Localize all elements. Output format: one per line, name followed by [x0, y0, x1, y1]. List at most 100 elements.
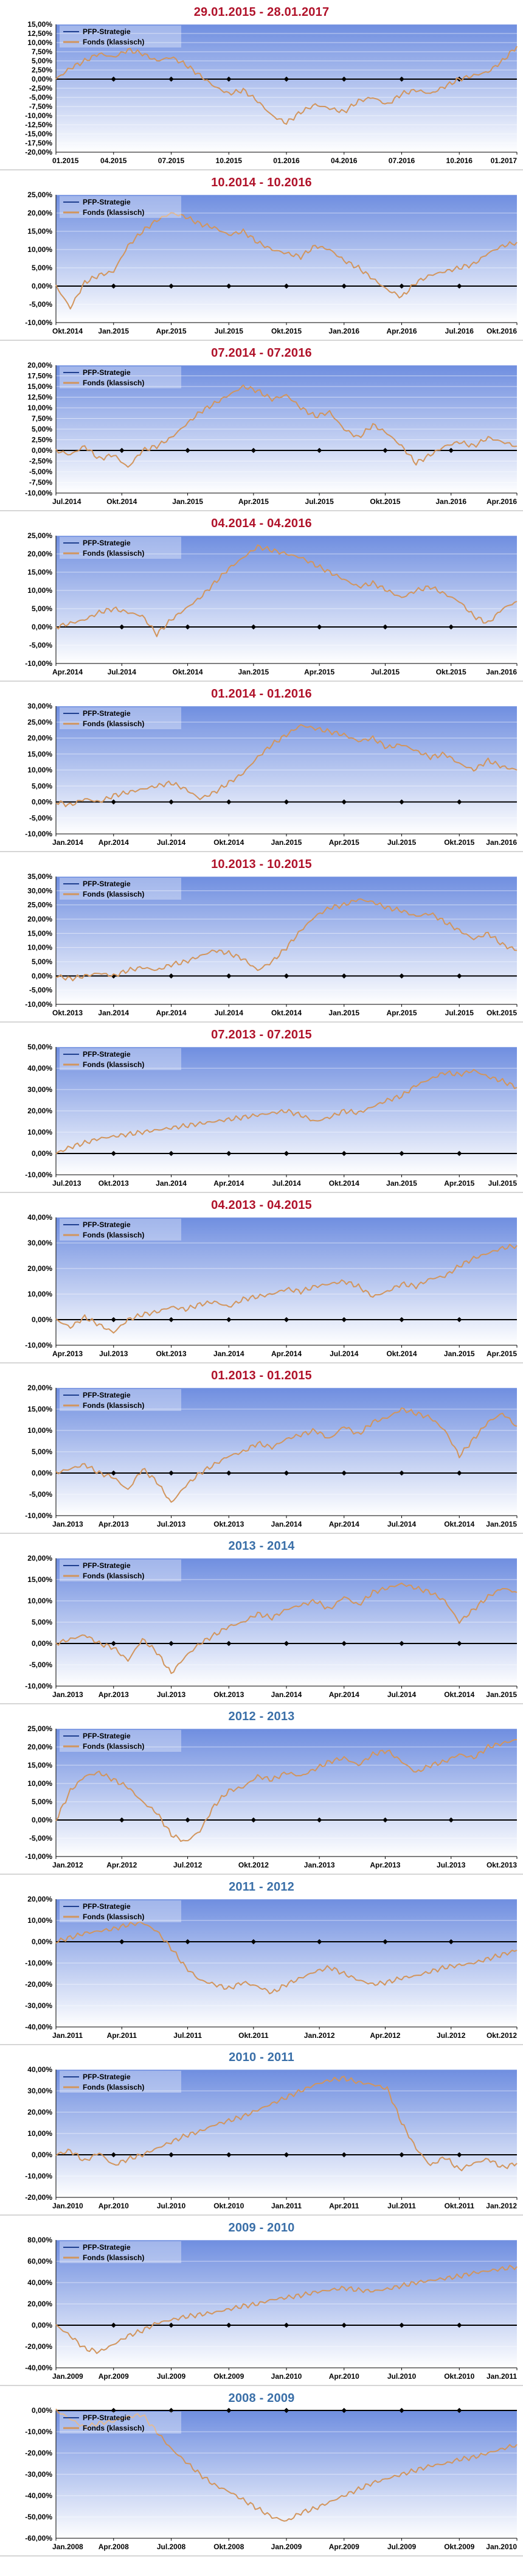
y-tick-label: -10,00%	[25, 659, 52, 668]
legend-label-pfp: PFP-Strategie	[83, 880, 131, 888]
pfp-marker	[457, 973, 462, 979]
series-line-fonds	[55, 1582, 518, 1675]
pfp-marker	[283, 1640, 289, 1647]
x-tick-label: Apr.2015	[386, 1009, 417, 1017]
pfp-marker	[283, 1150, 289, 1157]
y-tick-label: 20,00%	[27, 915, 52, 923]
pfp-marker	[111, 283, 116, 289]
x-tick-label: Apr.2011	[107, 2031, 137, 2040]
x-tick-label: Jan.2015	[486, 1690, 517, 1699]
x-tick-label: Jul.2014	[387, 1690, 417, 1699]
pfp-marker	[226, 283, 232, 289]
chart-title: 2012 - 2013	[228, 1710, 295, 1723]
x-tick-label: Jan.2015	[386, 1179, 417, 1188]
pfp-marker	[168, 799, 174, 805]
pfp-marker	[226, 1470, 232, 1476]
pfp-marker	[283, 973, 289, 979]
y-tick-label: 10,00%	[27, 1290, 52, 1298]
legend-label-fonds: Fonds (klassisch)	[83, 1913, 144, 1921]
x-tick-label: Apr.2016	[386, 327, 417, 335]
series-line-fonds	[55, 1407, 518, 1503]
y-tick-label: -40,00%	[25, 2023, 52, 2031]
y-tick-label: 30,00%	[27, 886, 52, 895]
x-tick-label: Jan.2012	[486, 2202, 517, 2210]
y-tick-label: 0,00%	[32, 798, 52, 807]
chart-9: 01.2013 - 01.2015 20,00% 15,00% 10,00% 5,00%…	[0, 1363, 523, 1534]
y-tick-label: 35,00%	[27, 872, 52, 881]
x-tick-label: Jul.2015	[488, 1179, 518, 1188]
x-tick-label: Okt.2011	[238, 2031, 269, 2040]
y-tick-label: -10,00%	[25, 1000, 52, 1009]
x-tick-label: Jul.2016	[445, 327, 474, 335]
y-tick-label: 20,00%	[27, 734, 52, 743]
x-tick-label: Apr.2015	[156, 327, 186, 335]
x-tick-label: Apr.2013	[370, 1861, 400, 1869]
x-tick-label: Apr.2013	[52, 1349, 83, 1358]
x-tick-label: Okt.2013	[52, 1009, 83, 1017]
x-tick-label: Apr.2014	[156, 1009, 186, 1017]
chart-plot: 20,00% 17,50% 15,00% 12,50% 10,00% 7,50% 5,00%…	[25, 361, 518, 506]
pfp-marker	[251, 447, 257, 453]
x-tick-label: Jan.2016	[435, 497, 466, 506]
x-tick-label: Jan.2014	[271, 1520, 302, 1528]
y-tick-label: 0,00%	[32, 446, 52, 455]
y-tick-label: 12,50%	[27, 29, 52, 38]
x-tick-label: Jan.2015	[328, 1009, 359, 1017]
chart-6: 10.2013 - 10.2015 35,00% 30,00% 25,00% 20,00…	[0, 852, 523, 1023]
legend-label-pfp: PFP-Strategie	[83, 709, 131, 718]
x-tick-label: Okt.2011	[445, 2202, 475, 2210]
chart-7: 07.2013 - 07.2015 50,00% 40,00% 30,00% 20,00…	[0, 1023, 523, 1193]
y-tick-label: -5,00%	[29, 1490, 52, 1499]
x-tick-label: Apr.2016	[487, 497, 517, 506]
x-tick-label: Okt.2014	[386, 1349, 417, 1358]
pfp-marker	[168, 973, 174, 979]
pfp-marker	[168, 1150, 174, 1157]
x-tick-label: Jul.2014	[157, 838, 186, 847]
x-tick-label: Jan.2014	[213, 1349, 244, 1358]
x-tick-label: Apr.2015	[329, 838, 359, 847]
legend-label-fonds: Fonds (klassisch)	[83, 2253, 144, 2262]
x-tick-label: Apr.2013	[99, 1690, 129, 1699]
y-tick-label: 0,00%	[32, 1149, 52, 1158]
chart-plot: 80,00% 60,00% 40,00% 20,00% 0,00% -20,00% -40,…	[25, 2236, 518, 2381]
series-line-fonds	[55, 2264, 518, 2354]
chart-1: 29.01.2015 - 28.01.2017 15,00% 12,50% 10,00…	[0, 0, 523, 170]
x-tick-label: Okt.2015	[271, 327, 302, 335]
y-tick-label: -60,00%	[25, 2534, 52, 2543]
x-tick-label: Jul.2015	[445, 1009, 474, 1017]
pfp-marker	[168, 2152, 174, 2158]
y-tick-label: 2,50%	[32, 66, 52, 74]
y-tick-label: -30,00%	[25, 2001, 52, 2010]
chart-title: 2010 - 2011	[229, 2051, 294, 2064]
x-tick-label: Jan.2013	[304, 1861, 335, 1869]
chart-plot: 25,00% 20,00% 15,00% 10,00% 5,00% 0,00% -5,00%…	[25, 1724, 518, 1869]
pfp-marker	[283, 799, 289, 805]
legend-label-fonds: Fonds (klassisch)	[83, 1231, 144, 1239]
y-tick-label: 7,50%	[32, 415, 52, 423]
y-tick-label: 10,00%	[27, 245, 52, 254]
y-tick-label: 15,00%	[27, 750, 52, 758]
x-tick-label: Jul.2013	[157, 1690, 186, 1699]
y-tick-label: 20,00%	[27, 361, 52, 369]
series-line-fonds	[55, 1921, 518, 1995]
pfp-marker	[168, 283, 174, 289]
y-tick-label: 5,00%	[32, 782, 52, 790]
chart-2: 10.2014 - 10.2016 25,00% 20,00% 15,00% 10,00…	[0, 170, 523, 341]
y-tick-label: -20,00%	[25, 1980, 52, 1989]
chart-plot: 20,00% 10,00% 0,00% -10,00% -20,00% -30,00% -4…	[25, 1895, 518, 2040]
legend-label-fonds: Fonds (klassisch)	[83, 2424, 144, 2432]
x-tick-label: Okt.2014	[444, 1690, 474, 1699]
legend	[60, 1219, 181, 1241]
y-tick-label: 25,00%	[27, 718, 52, 726]
chart-title: 2011 - 2012	[229, 1880, 294, 1894]
legend	[60, 2071, 181, 2093]
legend	[60, 1048, 181, 1070]
x-tick-label: 10.2016	[446, 156, 473, 165]
pfp-marker	[226, 1640, 232, 1647]
y-tick-label: 30,00%	[27, 2087, 52, 2095]
x-tick-label: Jan.2010	[271, 2372, 302, 2381]
y-tick-label: 30,00%	[27, 1239, 52, 1247]
x-tick-label: Jul.2012	[173, 1861, 203, 1869]
chart-plot: 25,00% 20,00% 15,00% 10,00% 5,00% 0,00% -5,00%…	[25, 531, 518, 676]
x-tick-label: Okt.2013	[213, 1690, 244, 1699]
